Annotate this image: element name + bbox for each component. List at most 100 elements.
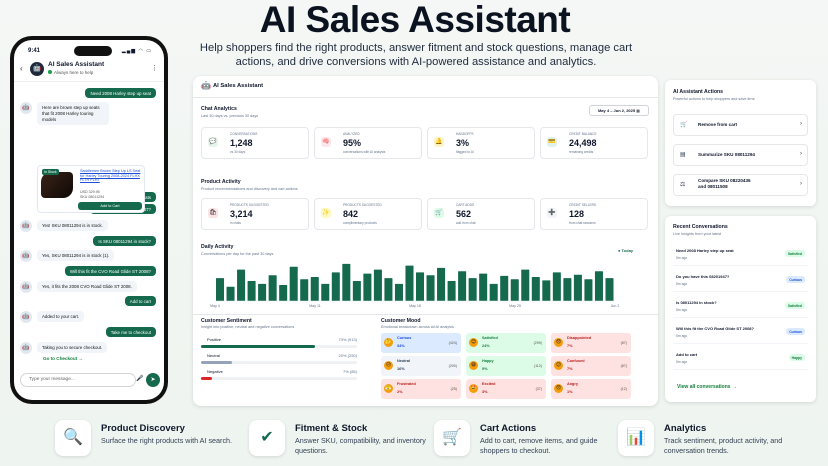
mood-percent: 2%: [397, 390, 403, 394]
seat-product-image[interactable]: [41, 172, 73, 198]
conversation-item[interactable]: Add to cart 5m ago Happy: [673, 348, 808, 370]
activity-bar: [331, 272, 340, 301]
conversation-item[interactable]: Need 2008 Harley step up seat 5m ago Satis…: [673, 244, 808, 266]
metric-value: 562: [456, 209, 472, 219]
feature-icon: 🔍: [55, 420, 91, 456]
feature-icon: 📊: [618, 420, 654, 456]
daily-activity-chart: May 4 May 11 May 18 May 25 Jun 2: [210, 263, 619, 308]
metric-value: 1,248: [230, 138, 253, 148]
actions-title: AI Assistant Actions: [673, 89, 724, 95]
microphone-icon[interactable]: 🎤: [136, 376, 144, 382]
activity-bar: [226, 286, 235, 301]
feature-icon: ✔: [249, 420, 285, 456]
phone-notch: [74, 46, 112, 56]
stock-badge: In Stock: [42, 169, 59, 175]
metric-label: Conversations: [230, 132, 258, 136]
bot-avatar-icon: 🤖: [20, 220, 32, 232]
chevron-right-icon: ›: [800, 121, 802, 127]
date-range-picker[interactable]: May 4 – Jun 2, 2025 ▦: [589, 105, 649, 116]
conversation-item[interactable]: Do you have this 08201947? 5m ago Curious: [673, 270, 808, 292]
sentiment-name: Neutral: [207, 353, 220, 358]
activity-bar: [447, 281, 456, 301]
chevron-right-icon: ›: [800, 181, 802, 187]
mood-count: (87): [620, 364, 627, 368]
recent-conversations-panel: Recent Conversations Live insights from …: [665, 216, 816, 402]
sentiment-percent: 73% (913): [338, 337, 357, 342]
assistant-action[interactable]: ▤ Summarize SKU 08011294 ›: [673, 144, 808, 166]
go-to-checkout-link[interactable]: Go to Checkout →: [43, 356, 84, 361]
view-all-conversations-link[interactable]: View all conversations →: [677, 384, 737, 390]
activity-bar: [363, 273, 372, 301]
assistant-action[interactable]: ⚖ Compare SKU 08220436 and 08011508 ›: [673, 174, 808, 196]
conversation-item[interactable]: Will this fit the CVO Road Glide ST 2008…: [673, 322, 808, 344]
activity-bar: [352, 281, 361, 301]
conversation-text: Will this fit the CVO Road Glide ST 2008…: [676, 326, 754, 331]
chat-header: ‹ 🤖 AI Sales Assistant Always here to he…: [14, 58, 164, 82]
metric-caption: in chats: [230, 221, 241, 225]
action-icon: ▤: [680, 152, 686, 158]
send-button[interactable]: ➤: [146, 373, 160, 387]
customer-sentiment-subtitle: Insight into positive, neutral and negat…: [201, 325, 295, 329]
mood-name: Frustrated: [397, 382, 416, 386]
feature-description: Track sentiment, product activity, and c…: [664, 436, 783, 455]
chevron-right-icon: ›: [800, 151, 802, 157]
bot-avatar-icon: 🤖: [20, 250, 32, 262]
feature-item: 📊 Analytics Track sentiment, product activ…: [618, 418, 803, 462]
activity-bar: [573, 274, 582, 301]
x-tick-label: May 11: [309, 304, 321, 308]
chart-legend: ● Today: [618, 248, 634, 253]
activity-bar: [521, 269, 530, 301]
mood-item: 😠 Angry 1% (12): [551, 379, 631, 399]
mood-count: (424): [448, 341, 457, 345]
metric-caption: vs 30 days: [230, 150, 246, 154]
feature-description: Answer SKU, compatibility, and inventory…: [295, 436, 426, 455]
activity-bar: [258, 283, 267, 301]
daily-activity-subtitle: Conversations per day for the past 30 da…: [201, 252, 274, 256]
metric-card: 💳 Credit Balance 24,498 remaining credits: [540, 127, 648, 159]
metric-card: 🧠 Analyzed 95% conversations with AI analys…: [314, 127, 422, 159]
metric-value: 3,214: [230, 209, 253, 219]
sentiment-badge: Curious: [786, 328, 805, 335]
mood-item: 😊 Satisfied 24% (299): [466, 333, 546, 353]
product-sku: SKU 08011294: [80, 195, 105, 199]
metric-card: 🔔 Handoffs 3% flagged to AI: [427, 127, 535, 159]
customer-mood-title: Customer Mood: [381, 318, 421, 324]
feature-item: ✔ Fitment & Stock Answer SKU, compatibilit…: [249, 418, 434, 462]
conversation-time: 5m ago: [676, 308, 688, 312]
metric-caption: complimentary products: [343, 221, 377, 225]
metric-icon: 💳: [547, 137, 557, 147]
assistant-action[interactable]: 🛒 Remove from cart ›: [673, 114, 808, 136]
mood-name: Disappointed: [567, 336, 592, 340]
mood-count: (87): [620, 341, 627, 345]
assistant-status: Always here to help: [48, 70, 93, 75]
product-price: USD 329.95: [80, 190, 100, 194]
activity-bar: [289, 266, 298, 301]
mood-item: 😐 Neutral 16% (200): [381, 356, 461, 376]
conversation-text: Is 08011294 in stock?: [676, 300, 717, 305]
back-arrow-icon[interactable]: ‹: [20, 64, 23, 73]
mood-percent: 3%: [482, 390, 488, 394]
conversation-item[interactable]: Is 08011294 in stock? 5m ago Satisfied: [673, 296, 808, 318]
sentiment-badge: Satisfied: [784, 250, 805, 257]
activity-bar: [394, 283, 403, 301]
phone-mockup: 9:41 ▂▄▆ ◠ ▭ ‹ 🤖 AI Sales Assistant Alwa…: [10, 36, 168, 404]
mood-name: Curious: [397, 336, 412, 340]
activity-bar: [310, 277, 319, 301]
metric-value: 128: [569, 209, 585, 219]
mood-emoji-icon: 😞: [554, 338, 563, 347]
mood-item: 😞 Disappointed 7% (87): [551, 333, 631, 353]
feature-title: Analytics: [664, 423, 707, 434]
sentiment-track: [201, 377, 357, 380]
metric-icon: ➕: [547, 208, 557, 218]
bot-avatar-icon: 🤖: [20, 342, 32, 354]
customer-mood-subtitle: Emotional breakdown across all AI analys…: [381, 325, 454, 329]
sentiment-percent: 7% (85): [342, 369, 357, 374]
message-input[interactable]: Type your message...: [20, 373, 136, 387]
user-message: Take me to checkout: [105, 327, 156, 337]
product-card[interactable]: In Stock Saddlemen Brown Step Up LS Seat…: [37, 165, 145, 213]
product-activity-title: Product Activity: [201, 179, 241, 185]
add-to-cart-button[interactable]: Add to Cart: [78, 202, 142, 210]
more-options-icon[interactable]: ⋮: [151, 65, 158, 72]
product-title-link[interactable]: Saddlemen Brown Step Up LS Seat for Harl…: [80, 169, 141, 183]
mood-percent: 1%: [567, 390, 573, 394]
